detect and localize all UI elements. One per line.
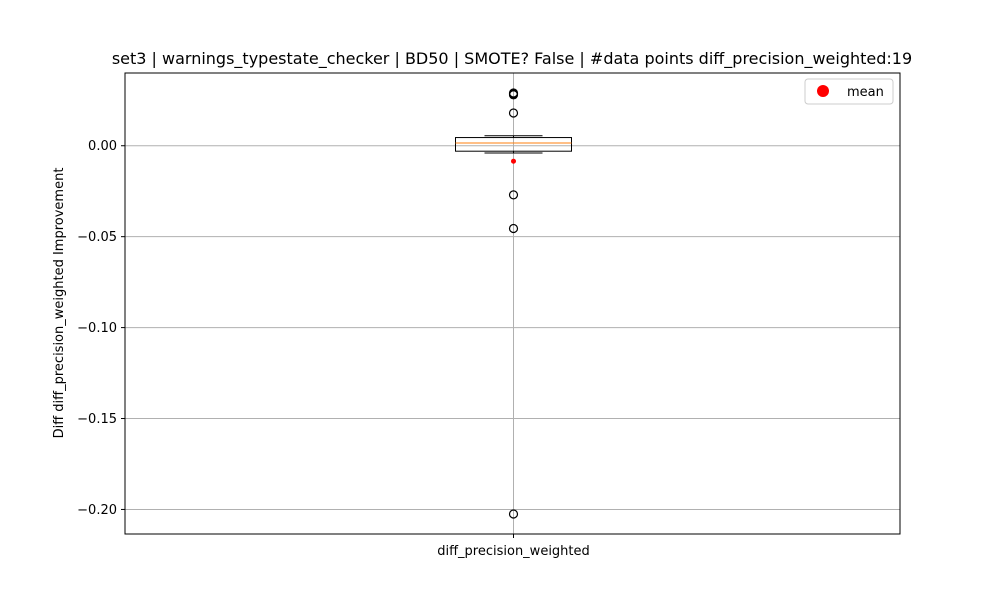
outlier-point bbox=[508, 190, 519, 200]
outlier-point bbox=[508, 509, 519, 519]
y-tick-label: −0.20 bbox=[77, 503, 117, 518]
legend: mean bbox=[804, 78, 894, 105]
iqr-box bbox=[455, 137, 572, 152]
outlier-point bbox=[508, 90, 519, 100]
legend-frame bbox=[804, 78, 894, 105]
chart-title: set3 | warnings_typestate_checker | BD50… bbox=[112, 49, 912, 69]
axes: 0.00 −0.05 −0.10 −0.15 −0.20 diff_precision_w… bbox=[77, 72, 901, 559]
box-group bbox=[455, 88, 572, 519]
mean-point bbox=[511, 158, 516, 164]
grid-lines bbox=[125, 73, 900, 534]
plot-frame bbox=[124, 72, 901, 535]
legend-marker-mean bbox=[817, 85, 829, 97]
legend-label-mean: mean bbox=[847, 85, 884, 100]
y-tick-label: −0.05 bbox=[77, 230, 117, 245]
x-tick-label: diff_precision_weighted bbox=[437, 544, 590, 559]
outlier-point bbox=[508, 108, 519, 118]
y-tick-label: −0.10 bbox=[77, 321, 117, 336]
y-axis-label: Diff diff_precision_weighted Improvement bbox=[52, 168, 67, 439]
y-tick-label: 0.00 bbox=[88, 139, 117, 154]
outlier-point bbox=[508, 223, 519, 234]
y-tick-label: −0.15 bbox=[77, 412, 117, 427]
